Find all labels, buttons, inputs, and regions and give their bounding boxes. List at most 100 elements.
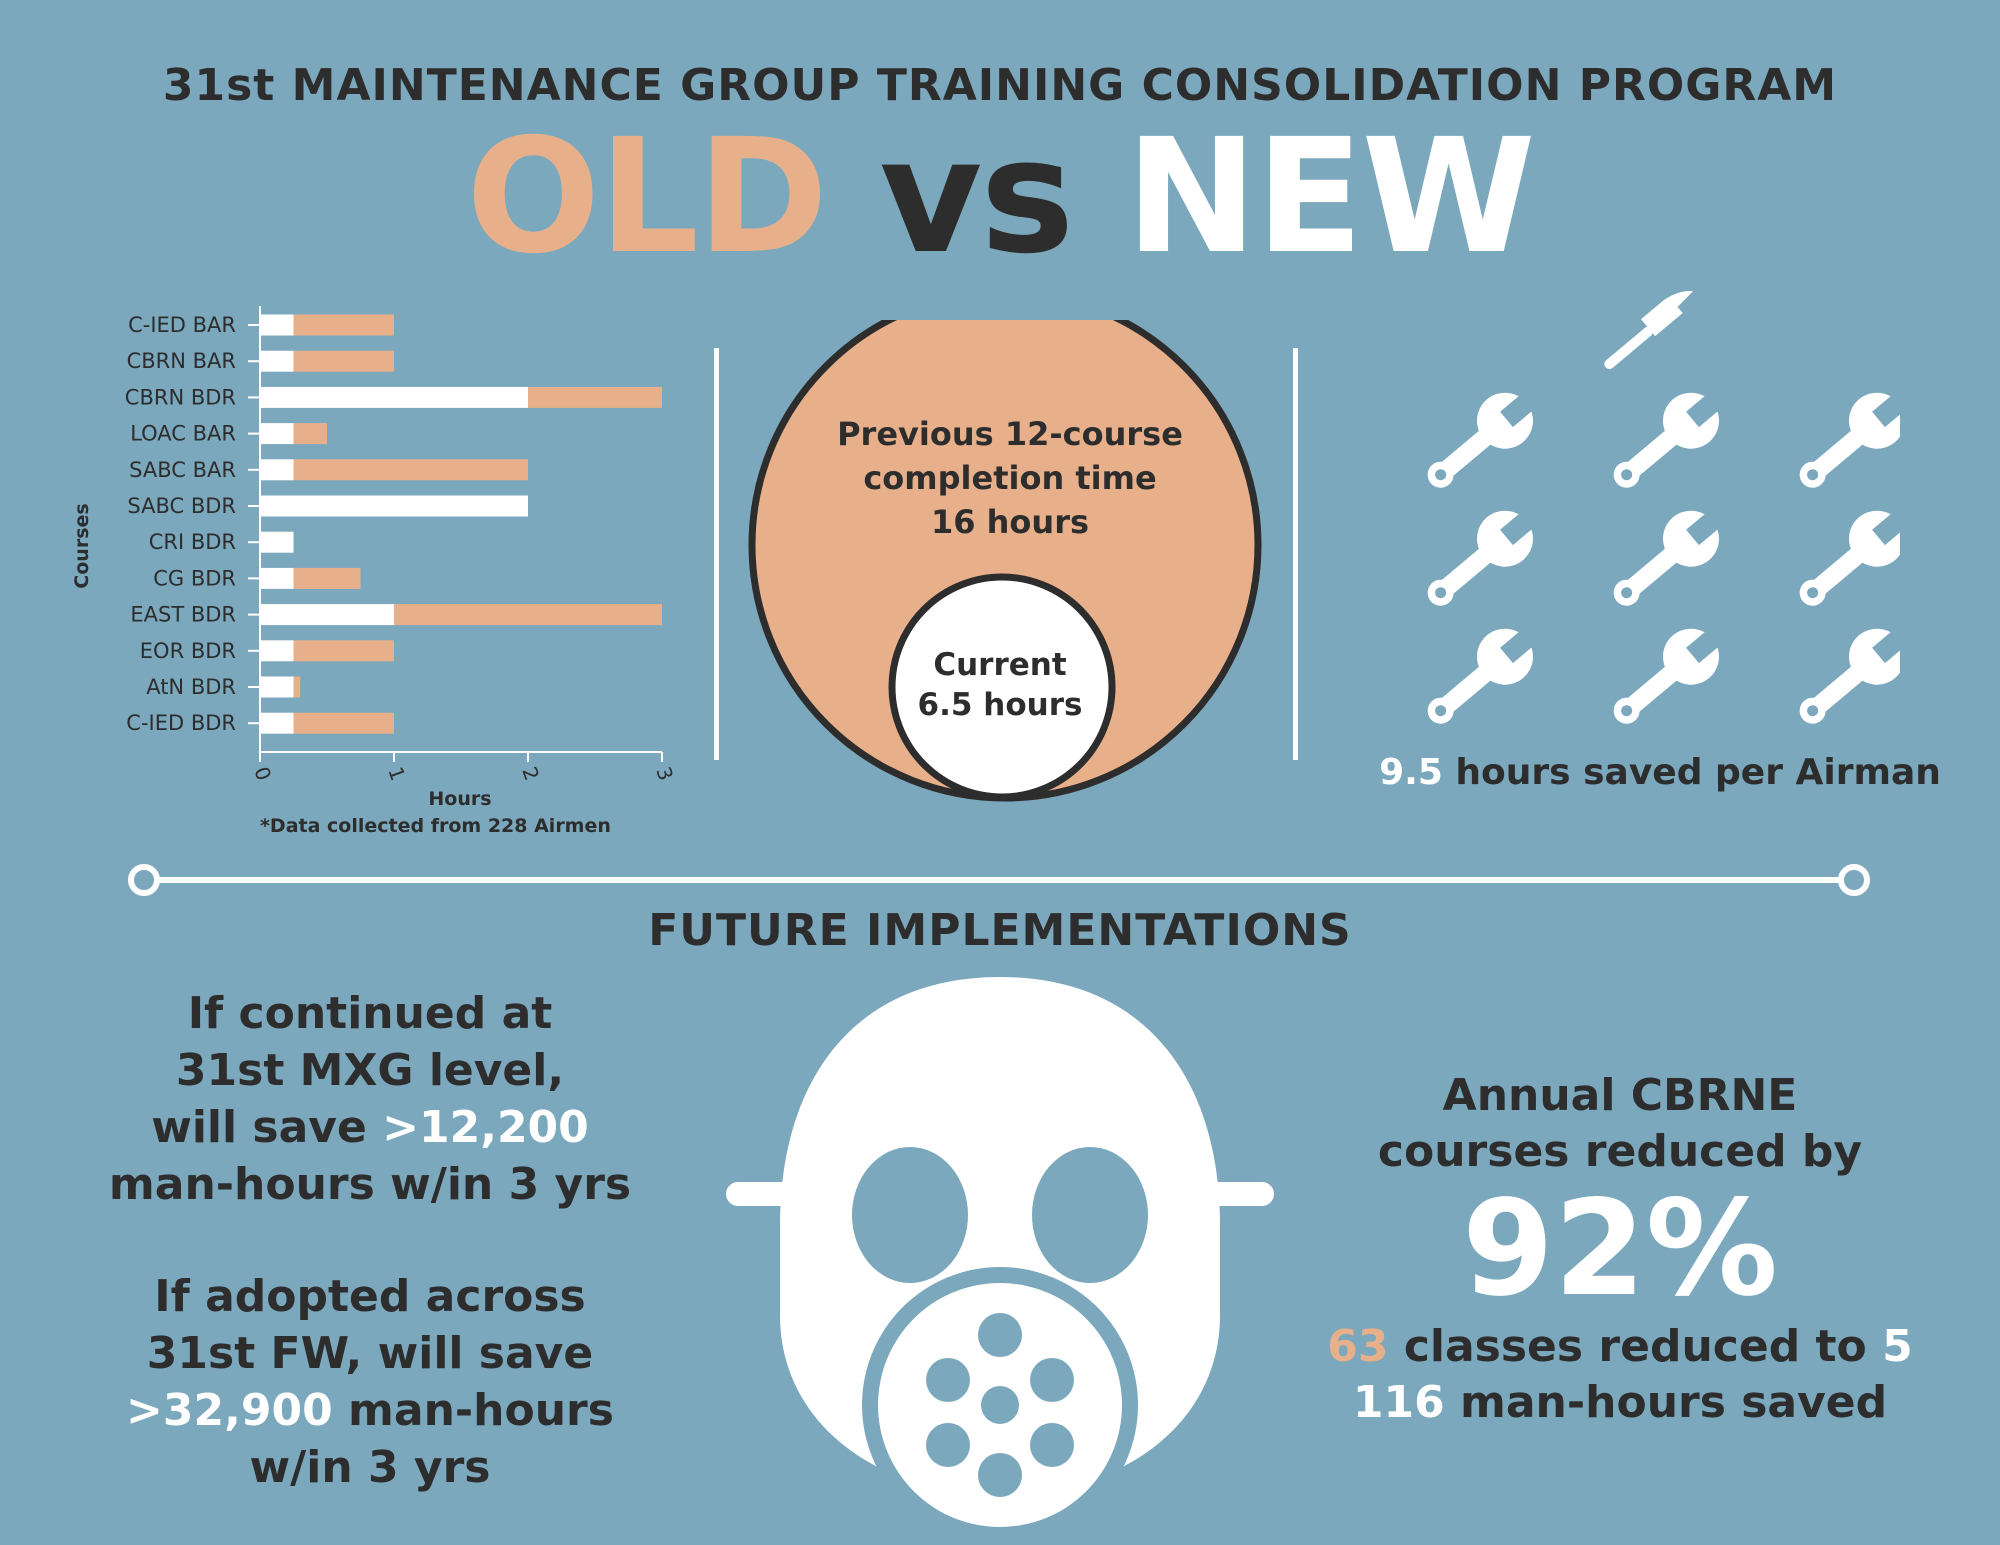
bar-previous-4	[293, 459, 528, 481]
hours-saved-line: 9.5 hours saved per Airman	[1340, 752, 1980, 793]
wrench-icon	[1598, 612, 1737, 740]
section-connector	[128, 864, 1870, 896]
man-hours-value: 116	[1352, 1376, 1445, 1428]
gas-mask-icon	[726, 977, 1274, 1543]
bar-previous-7	[293, 567, 361, 589]
wrench-icon	[1598, 494, 1737, 623]
bar-current-10	[260, 676, 294, 698]
chart-x-ticks: 0 1 2 3	[249, 751, 678, 784]
x-tick-label: 3	[651, 764, 678, 784]
wrench-icon	[1784, 494, 1900, 623]
cbrne-reduction-block: Annual CBRNE courses reduced by 92% 63 c…	[1290, 1068, 1950, 1431]
category-label: CBRN BAR	[127, 349, 236, 373]
mxg-line-4: man-hours w/in 3 yrs	[108, 1159, 632, 1210]
wrench-icon	[1412, 612, 1551, 740]
mxg-savings-value: >12,200	[382, 1102, 589, 1153]
y-axis-label: Courses	[71, 503, 93, 588]
classes-from: 63	[1327, 1320, 1389, 1372]
course-hours-bar-chart: C-IED BAR CBRN BAR CBRN BDR LOAC BAR SABC BA…	[71, 306, 678, 837]
man-hours-saved-line: 116 man-hours saved	[1290, 1375, 1950, 1431]
x-tick-label: 0	[249, 764, 276, 784]
bar-previous-10	[293, 676, 301, 698]
page-title: 31st MAINTENANCE GROUP TRAINING CONSOLID…	[162, 60, 1838, 111]
divider-left	[714, 348, 719, 760]
wrench-icon	[1784, 376, 1900, 505]
classes-to: 5	[1882, 1320, 1913, 1372]
chart-bars	[260, 314, 662, 734]
future-implementations-title: FUTURE IMPLEMENTATIONS	[648, 905, 1352, 956]
headline: OLD vs NEW	[0, 118, 2000, 276]
cbrne-line-2: courses reduced by	[1377, 1126, 1863, 1177]
mxg-line-3-prefix: will save	[151, 1102, 383, 1153]
fw-line-1: If adopted across	[154, 1271, 586, 1322]
headline-new: NEW	[1125, 105, 1535, 289]
fw-line-3-suffix: man-hours	[332, 1385, 614, 1436]
chart-note: *Data collected from 228 Airmen	[260, 815, 611, 837]
category-label: EOR BDR	[140, 639, 236, 663]
bar-current-2	[260, 386, 528, 408]
bar-current-7	[260, 567, 294, 589]
wrench-icon	[1412, 494, 1551, 623]
mxg-line-3: will save >12,200	[60, 1099, 680, 1156]
broken-wrench-icon	[1604, 291, 1694, 370]
bar-current-3	[260, 423, 294, 445]
hours-saved-value: 9.5	[1379, 752, 1443, 793]
previous-line-2: completion time	[863, 459, 1157, 497]
x-tick-label: 2	[517, 764, 544, 784]
category-label: SABC BAR	[129, 458, 236, 482]
mxg-line-1: If continued at	[187, 988, 553, 1039]
category-label: EAST BDR	[130, 603, 236, 627]
bar-current-0	[260, 314, 294, 336]
fw-savings-block: If adopted across 31st FW, will save >32…	[60, 1268, 680, 1496]
bar-current-11	[260, 712, 294, 734]
current-line-2: 6.5 hours	[917, 687, 1083, 723]
bar-previous-9	[293, 640, 394, 662]
classes-reduced-line: 63 classes reduced to 5	[1290, 1319, 1950, 1375]
completion-time-circles	[748, 320, 1262, 802]
wrench-icon	[1412, 376, 1551, 505]
current-time-circle	[888, 573, 1116, 801]
bar-previous-3	[293, 423, 327, 445]
category-label: C-IED BAR	[128, 313, 236, 337]
bar-previous-2	[528, 386, 662, 408]
bar-current-1	[260, 350, 294, 372]
divider-right	[1293, 348, 1298, 760]
previous-line-3: 16 hours	[930, 503, 1090, 541]
headline-old: OLD	[466, 105, 828, 289]
category-label: CG BDR	[153, 566, 236, 590]
wrench-icon	[1598, 376, 1737, 505]
bar-previous-8	[394, 604, 662, 626]
cbrne-line-1: Annual CBRNE	[1442, 1070, 1798, 1121]
bar-previous-11	[293, 712, 394, 734]
mxg-line-2: 31st MXG level,	[175, 1045, 565, 1096]
category-label: CRI BDR	[149, 530, 236, 554]
category-label: AtN BDR	[146, 675, 236, 699]
bar-current-4	[260, 459, 294, 481]
current-line-1: Current	[933, 647, 1067, 683]
category-label: CBRN BDR	[125, 385, 236, 409]
mxg-savings-block: If continued at 31st MXG level, will sav…	[60, 985, 680, 1213]
classes-mid-text: classes reduced to	[1388, 1320, 1883, 1372]
category-label: C-IED BDR	[126, 711, 236, 735]
fw-savings-value: >32,900	[126, 1385, 333, 1436]
man-hours-text: man-hours saved	[1444, 1376, 1888, 1428]
category-label: SABC BDR	[127, 494, 236, 518]
bar-previous-1	[293, 350, 394, 372]
bar-previous-0	[293, 314, 394, 336]
x-axis-label: Hours	[428, 788, 491, 810]
fw-line-2: 31st FW, will save	[146, 1328, 594, 1379]
bar-current-8	[260, 604, 394, 626]
previous-line-1: Previous 12-course	[837, 415, 1183, 453]
bar-current-5	[260, 495, 528, 517]
fw-line-3: >32,900 man-hours	[60, 1382, 680, 1439]
cbrne-percent: 92%	[1462, 1172, 1778, 1326]
previous-time-text: Previous 12-course completion time 16 ho…	[800, 412, 1220, 544]
bar-current-9	[260, 640, 294, 662]
current-time-text: Current 6.5 hours	[900, 645, 1100, 725]
fw-line-4: w/in 3 yrs	[249, 1442, 491, 1493]
chart-category-labels: C-IED BAR CBRN BAR CBRN BDR LOAC BAR SABC BA…	[125, 313, 260, 735]
wrench-icon	[1784, 612, 1900, 740]
wrench-grid	[1412, 291, 1900, 740]
bar-current-6	[260, 531, 294, 553]
x-tick-label: 1	[383, 764, 410, 784]
